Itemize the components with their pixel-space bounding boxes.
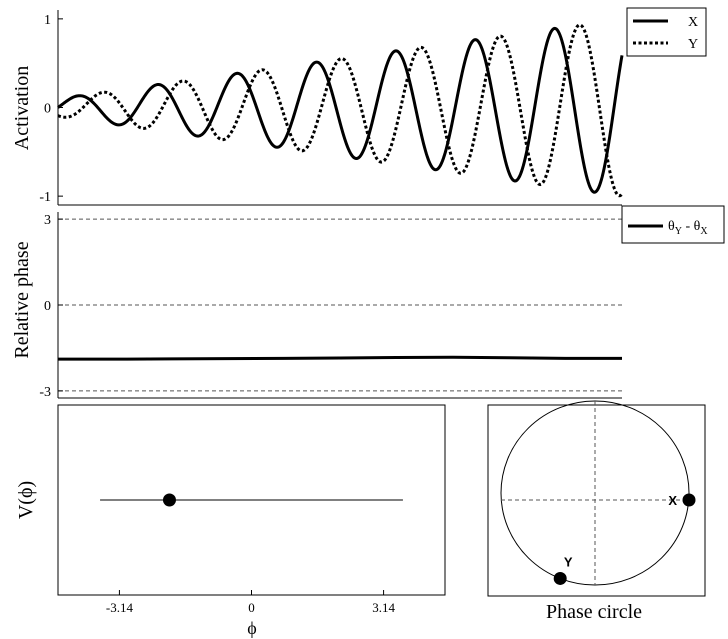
- relphase-ytick-label: 0: [44, 299, 51, 314]
- potential-marker: [162, 493, 176, 507]
- phase-circle-frame: [487, 404, 706, 597]
- relative-phase-panel: 3 0 -3 Relative phase θY - θX: [11, 205, 725, 400]
- potential-ylabel: V(ϕ): [15, 481, 37, 519]
- phase-point-label: X: [668, 493, 677, 508]
- potential-panel: -3.14 0 3.14 V(ϕ) ϕ: [15, 404, 446, 638]
- potential-xlabel: ϕ: [247, 618, 256, 638]
- relphase-ytick-label: 3: [44, 213, 51, 228]
- legend-y-label: Y: [688, 37, 698, 52]
- relphase-ylabel: Relative phase: [11, 241, 33, 358]
- activation-legend-box: [626, 7, 707, 57]
- activation-legend: X Y: [626, 7, 707, 57]
- phase-point-y: [553, 571, 567, 585]
- potential-xtick-label: 0: [248, 600, 255, 615]
- activation-ytick-label: -1: [39, 190, 51, 205]
- relative-phase-line: [58, 355, 622, 361]
- phase-point-label: Y: [564, 554, 573, 569]
- legend-relphase-label: θY - θX: [668, 219, 708, 237]
- activation-ylabel: Activation: [11, 66, 33, 150]
- activation-panel: 1 0 -1 Activation X Y: [11, 7, 707, 206]
- phase-circle-panel: X Y Phase circle: [487, 400, 706, 623]
- phase-circle-title: Phase circle: [546, 601, 642, 623]
- activation-ytick-label: 1: [44, 13, 51, 28]
- legend-x-label: X: [688, 15, 698, 30]
- relphase-ytick-label: -3: [39, 385, 51, 400]
- series-x-line: [57, 26, 624, 194]
- series-y-line: [57, 23, 624, 198]
- potential-xtick-label: 3.14: [372, 600, 395, 615]
- phase-point-x: [682, 493, 696, 507]
- activation-ytick-label: 0: [44, 102, 51, 117]
- relphase-legend: θY - θX: [621, 205, 725, 244]
- potential-xtick-label: -3.14: [106, 600, 134, 615]
